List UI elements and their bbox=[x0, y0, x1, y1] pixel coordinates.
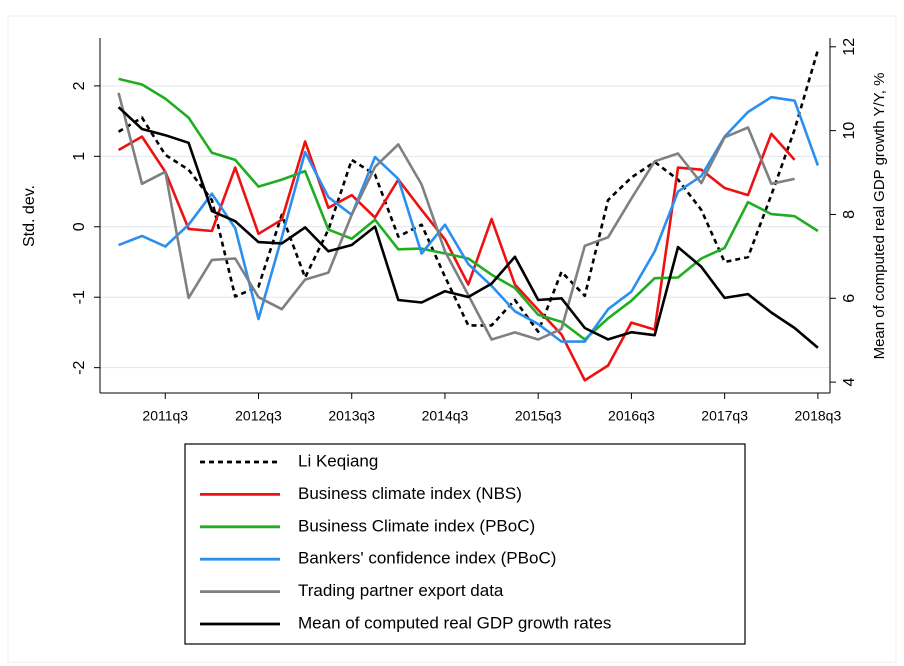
y2-tick-label: 8 bbox=[841, 210, 858, 219]
legend-label: Bankers' confidence index (PBoC) bbox=[298, 549, 556, 568]
legend-label: Business Climate index (PBoC) bbox=[298, 516, 535, 535]
x-tick-label: 2013q3 bbox=[328, 408, 375, 424]
y2-tick-label: 6 bbox=[841, 294, 858, 303]
legend-label: Mean of computed real GDP growth rates bbox=[298, 613, 611, 632]
series-line bbox=[117, 49, 820, 333]
series-line bbox=[118, 95, 820, 343]
x-tick-label: 2016q3 bbox=[608, 408, 655, 424]
x-tick-label: 2012q3 bbox=[235, 408, 282, 424]
y2-axis-title: Mean of computed real GDP growth Y/Y, % bbox=[871, 73, 888, 360]
series-line bbox=[118, 77, 819, 341]
y-tick-label: 1 bbox=[71, 152, 88, 161]
x-tick-label: 2015q3 bbox=[515, 408, 562, 424]
graph-region bbox=[7, 15, 897, 663]
x-tick-label: 2018q3 bbox=[795, 408, 842, 424]
x-tick-label: 2011q3 bbox=[142, 408, 188, 424]
y2-tick-label: 12 bbox=[841, 38, 858, 56]
series-line bbox=[117, 106, 819, 349]
legend-label: Business climate index (NBS) bbox=[298, 484, 522, 503]
legend-box bbox=[184, 443, 746, 645]
legend-label: Trading partner export data bbox=[298, 581, 504, 600]
y-tick-label: 2 bbox=[71, 81, 88, 90]
y2-tick-label: 10 bbox=[841, 122, 858, 140]
y2-tick-label: 4 bbox=[841, 378, 858, 387]
y-axis-title: Std. dev. bbox=[21, 185, 38, 247]
y-tick-label: 0 bbox=[71, 222, 88, 231]
legend-label: Li Keqiang bbox=[298, 451, 378, 470]
y-tick-label: -2 bbox=[71, 360, 88, 374]
x-tick-label: 2014q3 bbox=[422, 408, 469, 424]
y-tick-label: -1 bbox=[71, 290, 88, 304]
x-tick-label: 2017q3 bbox=[701, 408, 748, 424]
legend: Li Keqiang Business climate index (NBS) Bu… bbox=[200, 451, 611, 632]
series-line bbox=[117, 92, 795, 341]
series-line bbox=[117, 132, 796, 382]
